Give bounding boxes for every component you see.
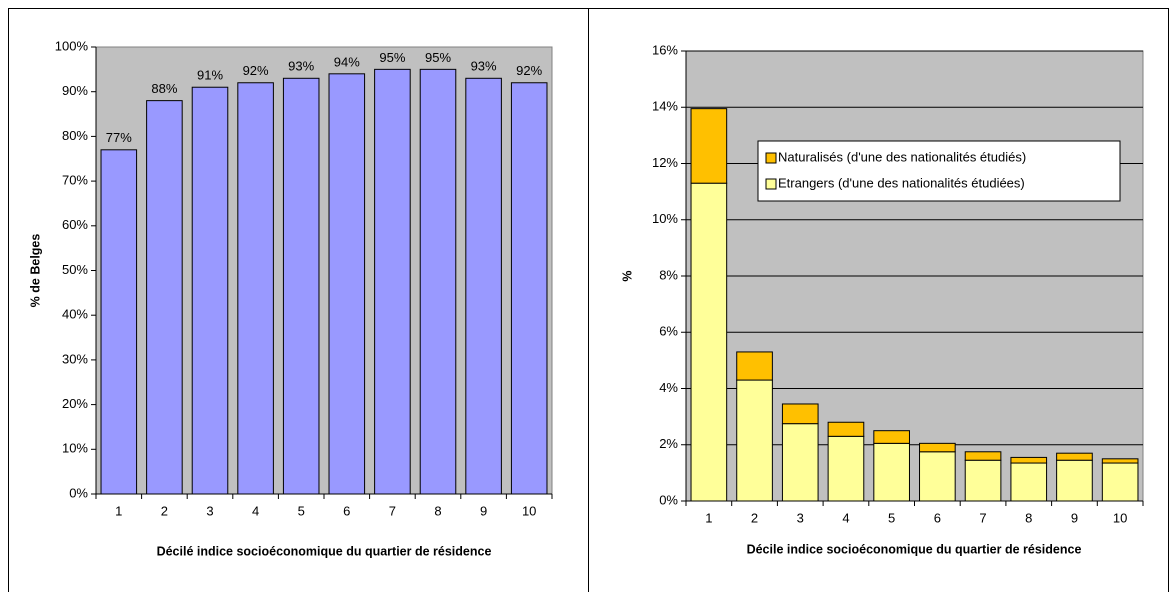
bar-segment bbox=[827, 421, 865, 437]
y-tick-label: 30% bbox=[62, 351, 88, 366]
bar bbox=[100, 149, 138, 495]
panel-border bbox=[588, 8, 1169, 592]
x-tick-label: 2 bbox=[751, 510, 758, 525]
y-tick-label: 50% bbox=[62, 262, 88, 277]
x-tick-label: 8 bbox=[434, 503, 441, 518]
y-tick-label: 90% bbox=[62, 83, 88, 98]
x-tick-label: 1 bbox=[705, 510, 712, 525]
bar-segment bbox=[1010, 462, 1048, 502]
legend-swatch bbox=[765, 152, 777, 164]
bar-segment bbox=[919, 442, 956, 453]
y-tick-label: 8% bbox=[659, 267, 678, 282]
bar-segment bbox=[964, 459, 1002, 502]
x-tick-label: 9 bbox=[1071, 510, 1078, 525]
bar-segment bbox=[827, 435, 865, 502]
data-label: 94% bbox=[334, 54, 360, 69]
bar-segment bbox=[1010, 456, 1048, 464]
bar-segment bbox=[1101, 462, 1139, 502]
y-tick-label: 100% bbox=[55, 38, 89, 53]
x-tick-label: 5 bbox=[888, 510, 895, 525]
y-tick-label: 16% bbox=[652, 42, 678, 57]
bar-segment bbox=[690, 108, 728, 184]
data-label: 88% bbox=[151, 81, 177, 96]
legend-label: Etrangers (d'une des nationalités étudié… bbox=[778, 175, 1025, 190]
x-tick-label: 2 bbox=[161, 503, 168, 518]
bar bbox=[146, 100, 183, 495]
x-tick-label: 7 bbox=[389, 503, 396, 518]
x-axis-title: Décile indice socioéconomique du quartie… bbox=[747, 542, 1082, 556]
x-tick-label: 3 bbox=[797, 510, 804, 525]
bar-segment bbox=[919, 451, 956, 502]
bar-segment bbox=[781, 403, 819, 425]
y-tick-label: 80% bbox=[62, 128, 88, 143]
bar bbox=[328, 73, 366, 495]
data-label: 93% bbox=[471, 59, 497, 74]
x-tick-label: 3 bbox=[206, 503, 213, 518]
data-label: 93% bbox=[288, 59, 314, 74]
bar bbox=[282, 77, 320, 495]
legend-box bbox=[757, 140, 1121, 202]
bar bbox=[419, 68, 457, 495]
bar-segment bbox=[1056, 459, 1093, 502]
x-tick-label: 6 bbox=[343, 503, 350, 518]
y-tick-label: 0% bbox=[69, 485, 88, 500]
y-tick-label: 20% bbox=[62, 396, 88, 411]
x-tick-label: 4 bbox=[252, 503, 259, 518]
x-tick-label: 9 bbox=[480, 503, 487, 518]
y-tick-label: 4% bbox=[659, 380, 678, 395]
bar-segment bbox=[781, 423, 819, 502]
y-tick-label: 0% bbox=[659, 492, 678, 507]
bar-segment bbox=[690, 182, 728, 502]
bar-segment bbox=[1101, 458, 1139, 464]
bar bbox=[374, 68, 411, 495]
y-tick-label: 70% bbox=[62, 173, 88, 188]
x-tick-label: 7 bbox=[979, 510, 986, 525]
data-label: 77% bbox=[106, 130, 132, 145]
bar bbox=[237, 82, 274, 495]
bar-segment bbox=[964, 451, 1002, 461]
y-tick-label: 40% bbox=[62, 307, 88, 322]
bar bbox=[191, 86, 229, 495]
x-tick-label: 6 bbox=[934, 510, 941, 525]
y-axis-title: % de Belges bbox=[28, 234, 42, 308]
y-tick-label: 60% bbox=[62, 217, 88, 232]
data-label: 91% bbox=[197, 68, 223, 83]
data-label: 95% bbox=[379, 50, 405, 65]
y-tick-label: 10% bbox=[652, 211, 678, 226]
data-label: 92% bbox=[243, 63, 269, 78]
bar bbox=[510, 82, 548, 495]
y-tick-label: 6% bbox=[659, 324, 678, 339]
x-tick-label: 10 bbox=[1113, 510, 1127, 525]
bar bbox=[465, 77, 502, 495]
x-tick-label: 4 bbox=[842, 510, 849, 525]
y-tick-label: 14% bbox=[652, 99, 678, 114]
x-tick-label: 8 bbox=[1025, 510, 1032, 525]
bar-segment bbox=[736, 379, 773, 502]
bar-segment bbox=[736, 351, 773, 381]
x-axis-title: Décilé indice socioéconomique du quartie… bbox=[157, 544, 492, 558]
x-tick-label: 5 bbox=[298, 503, 305, 518]
y-axis-title: % bbox=[620, 270, 634, 281]
x-tick-label: 10 bbox=[522, 503, 536, 518]
legend-swatch bbox=[765, 178, 777, 190]
bar-segment bbox=[1056, 452, 1093, 461]
bar-segment bbox=[873, 442, 910, 502]
y-tick-label: 12% bbox=[652, 155, 678, 170]
x-tick-label: 1 bbox=[115, 503, 122, 518]
bar-segment bbox=[873, 430, 910, 444]
y-tick-label: 10% bbox=[62, 441, 88, 456]
y-tick-label: 2% bbox=[659, 436, 678, 451]
legend-label: Naturalisés (d'une des nationalités étud… bbox=[778, 149, 1026, 164]
data-label: 92% bbox=[516, 63, 542, 78]
data-label: 95% bbox=[425, 50, 451, 65]
